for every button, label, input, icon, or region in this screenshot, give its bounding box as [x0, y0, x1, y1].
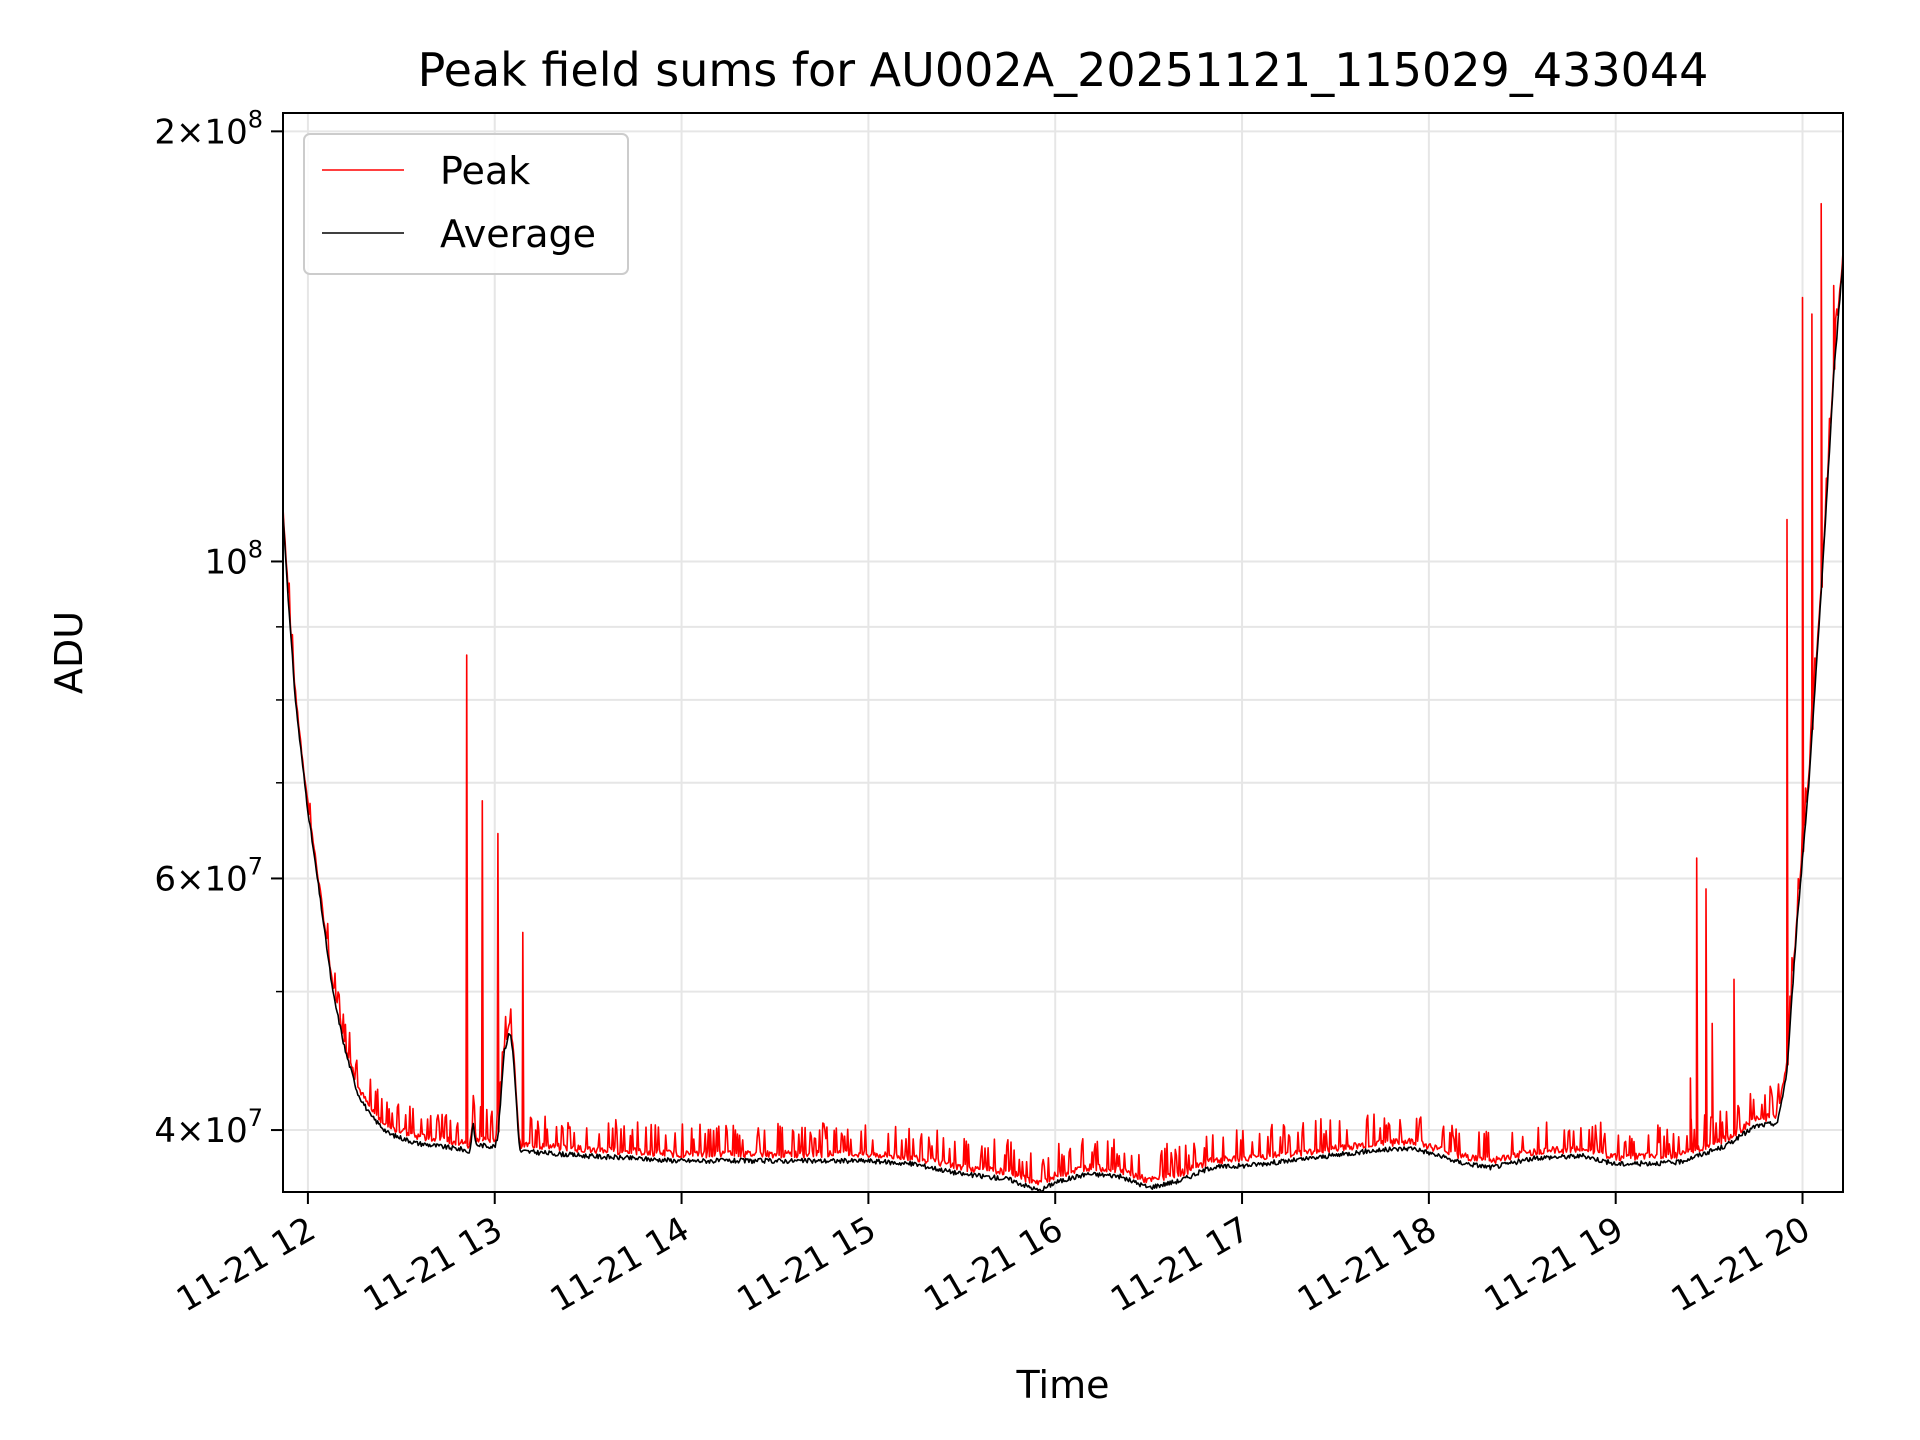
- grid-layer: [283, 113, 1843, 1192]
- legend-peak-label: Peak: [440, 149, 530, 193]
- series-layer: [283, 113, 1843, 1192]
- y-tick-label: 6×107: [154, 852, 263, 899]
- plot-frame: [282, 112, 1844, 1193]
- average-series-line: [283, 260, 1843, 1192]
- x-tick-label: 11-21 18: [1291, 1209, 1443, 1320]
- x-tick-label: 11-21 20: [1665, 1209, 1817, 1320]
- x-tick-label: 11-21 13: [357, 1209, 509, 1320]
- peak-series-line: [283, 113, 1843, 1186]
- y-tick-label: 4×107: [154, 1104, 263, 1151]
- y-tick-label: 2×108: [154, 105, 263, 152]
- x-tick-label: 11-21 12: [170, 1209, 322, 1320]
- x-tick-label: 11-21 19: [1478, 1209, 1630, 1320]
- x-tick-label: 11-21 17: [1104, 1209, 1256, 1320]
- y-axis-label: ADU: [47, 611, 91, 694]
- x-tick-label: 11-21 16: [917, 1209, 1069, 1320]
- chart-title: Peak field sums for AU002A_20251121_1150…: [418, 43, 1709, 97]
- legend-average-label: Average: [440, 212, 596, 256]
- x-tick-label: 11-21 15: [730, 1209, 882, 1320]
- y-tick-label: 108: [204, 535, 263, 582]
- legend: Peak Average: [303, 133, 629, 275]
- x-axis-label: Time: [1016, 1363, 1110, 1407]
- x-tick-label: 11-21 14: [544, 1209, 696, 1320]
- legend-box: [303, 133, 629, 275]
